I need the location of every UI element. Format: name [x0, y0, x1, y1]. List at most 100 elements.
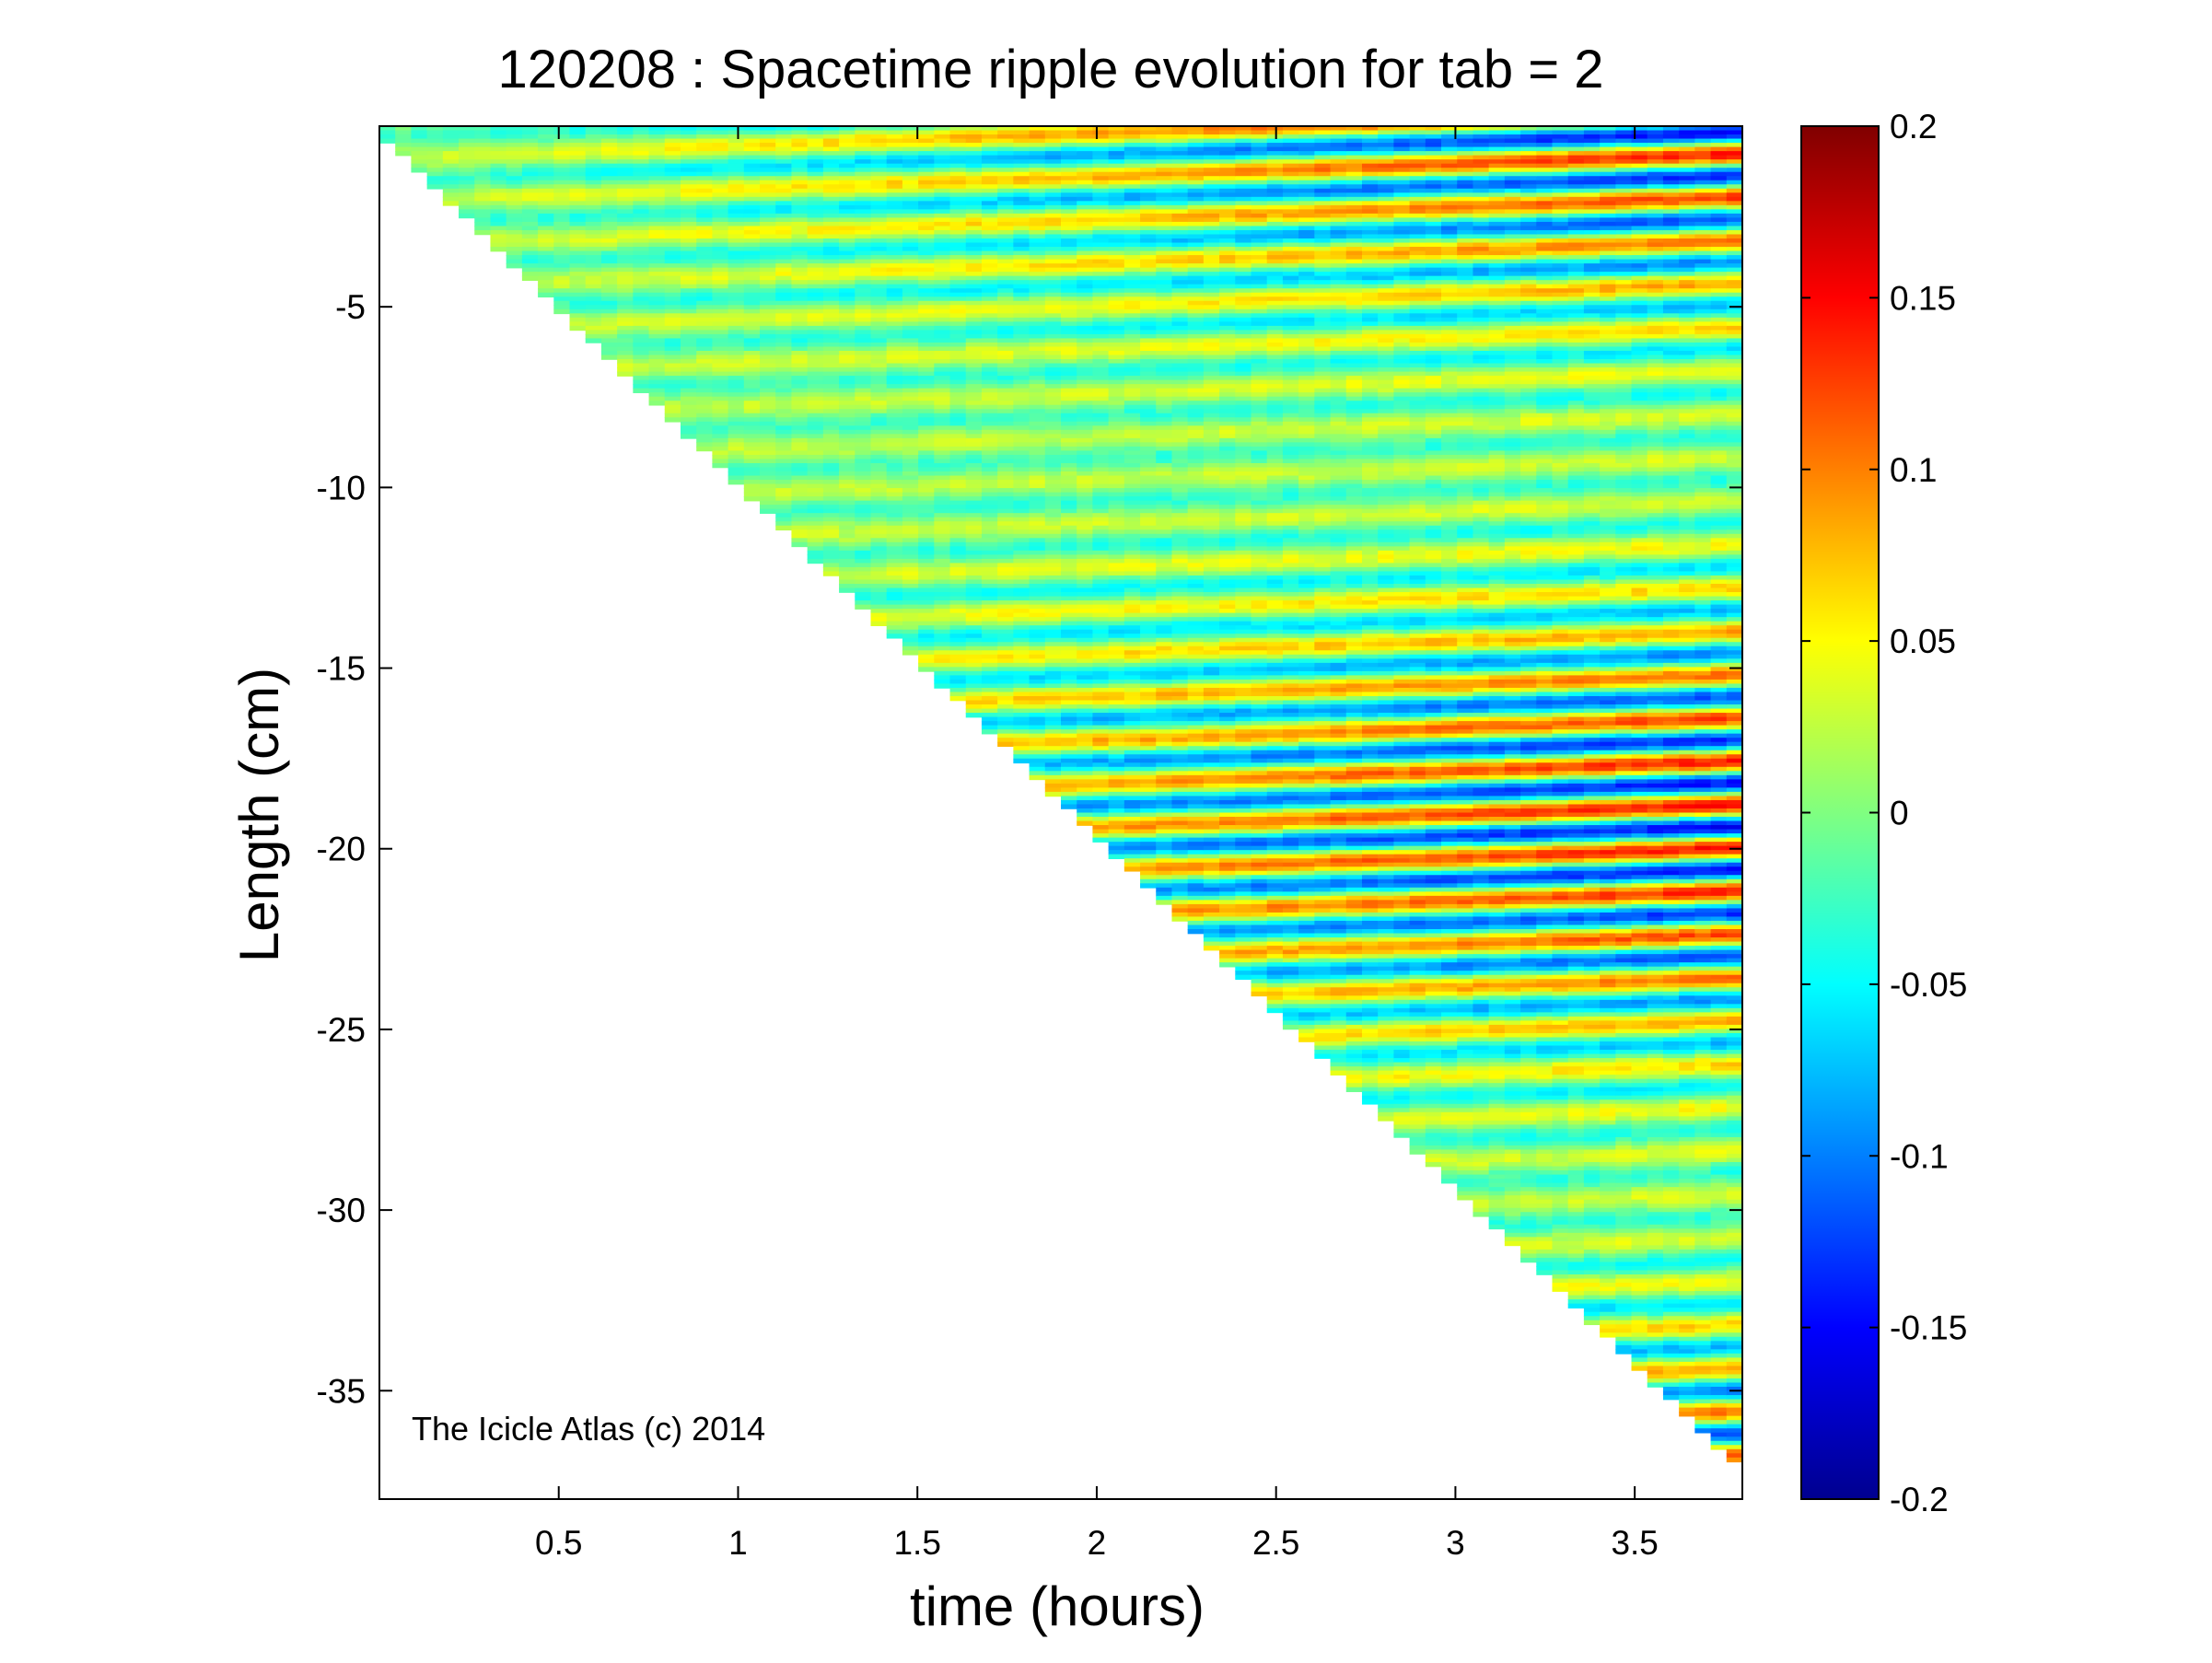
heatmap-cell [617, 363, 634, 368]
heatmap-cell [1044, 642, 1062, 647]
heatmap-cell [633, 325, 650, 331]
heatmap-cell [934, 587, 951, 593]
heatmap-cell [712, 388, 729, 393]
heatmap-cell [791, 396, 809, 401]
heatmap-cell [981, 529, 998, 535]
heatmap-cell [839, 363, 856, 368]
heatmap-cell [949, 483, 967, 489]
heatmap-cell [918, 321, 936, 327]
heatmap-cell [1061, 713, 1078, 718]
heatmap-cell [791, 192, 809, 198]
heatmap-cell [1077, 750, 1094, 756]
heatmap-cell [886, 496, 903, 502]
heatmap-cell [791, 529, 809, 535]
heatmap-cell [521, 134, 539, 140]
heatmap-cell [569, 308, 587, 315]
heatmap-cell [997, 417, 1015, 423]
heatmap-cell [760, 300, 777, 307]
heatmap-cell [902, 454, 919, 460]
heatmap-cell [617, 346, 634, 352]
heatmap-cell [1029, 654, 1046, 660]
heatmap-cell [822, 425, 840, 431]
heatmap-cell [997, 184, 1015, 190]
heatmap-cell [538, 184, 555, 190]
heatmap-cell [1140, 346, 1158, 352]
heatmap-cell [680, 192, 697, 198]
heatmap-cell [1044, 670, 1062, 677]
heatmap-cell [855, 558, 872, 564]
heatmap-cell [1077, 783, 1094, 789]
heatmap-cell [1061, 521, 1078, 527]
heatmap-cell [600, 146, 618, 152]
heatmap-cell [1140, 700, 1158, 705]
heatmap-cell [1156, 609, 1173, 614]
heatmap-cell [1029, 376, 1046, 381]
heatmap-cell [1013, 629, 1030, 635]
heatmap-cell [997, 188, 1015, 194]
heatmap-cell [1171, 662, 1189, 669]
heatmap-cell [822, 209, 840, 215]
heatmap-cell [1044, 305, 1062, 310]
heatmap-cell [743, 442, 761, 448]
heatmap-cell [1092, 355, 1110, 360]
heatmap-cell [886, 508, 903, 514]
heatmap-cell [981, 434, 998, 439]
heatmap-cell [633, 297, 650, 302]
heatmap-cell [1156, 425, 1173, 431]
heatmap-cell [934, 134, 951, 140]
heatmap-cell [949, 467, 967, 472]
heatmap-cell [1140, 713, 1158, 718]
heatmap-cell [775, 151, 793, 157]
heatmap-cell [1171, 350, 1189, 356]
heatmap-cell [743, 272, 761, 277]
heatmap-cell [870, 579, 888, 585]
heatmap-cell [855, 566, 872, 573]
heatmap-cell [822, 396, 840, 401]
heatmap-cell [886, 196, 903, 203]
heatmap-cell [1029, 437, 1046, 444]
heatmap-cell [648, 350, 666, 356]
heatmap-cell [886, 533, 903, 540]
heatmap-cell [886, 421, 903, 427]
heatmap-cell [1092, 492, 1110, 497]
heatmap-cell [521, 229, 539, 236]
heatmap-cell [1061, 587, 1078, 593]
heatmap-cell [1061, 462, 1078, 469]
heatmap-cell [839, 521, 856, 527]
heatmap-cell [1171, 758, 1189, 764]
heatmap-cell [997, 151, 1015, 157]
heatmap-cell [633, 250, 650, 256]
heatmap-cell [934, 538, 951, 543]
heatmap-cell [997, 201, 1015, 206]
heatmap-cell [949, 297, 967, 302]
heatmap-cell [680, 226, 697, 231]
heatmap-cell [680, 238, 697, 244]
heatmap-cell [1044, 429, 1062, 436]
heatmap-cell [855, 579, 872, 585]
heatmap-cell [1061, 229, 1078, 236]
heatmap-cell [807, 421, 824, 427]
heatmap-cell [617, 308, 634, 315]
heatmap-cell [1123, 300, 1141, 307]
heatmap-cell [521, 221, 539, 227]
heatmap-cell [1092, 513, 1110, 518]
heatmap-cell [664, 229, 681, 236]
heatmap-cell [712, 462, 729, 469]
heatmap-cell [538, 138, 555, 144]
heatmap-cell [1108, 829, 1125, 834]
heatmap-cell [839, 550, 856, 556]
heatmap-cell [1077, 604, 1094, 610]
heatmap-cell [1108, 733, 1125, 738]
heatmap-cell [1108, 342, 1125, 348]
heatmap-cell [1092, 637, 1110, 644]
heatmap-cell [1123, 563, 1141, 568]
heatmap-cell [521, 201, 539, 206]
heatmap-cell [474, 209, 492, 215]
heatmap-cell [1108, 363, 1125, 368]
heatmap-cell [538, 130, 555, 135]
heatmap-cell [1108, 442, 1125, 448]
heatmap-cell [712, 259, 729, 264]
heatmap-cell [648, 263, 666, 269]
heatmap-cell [1108, 171, 1125, 178]
heatmap-cell [918, 558, 936, 564]
